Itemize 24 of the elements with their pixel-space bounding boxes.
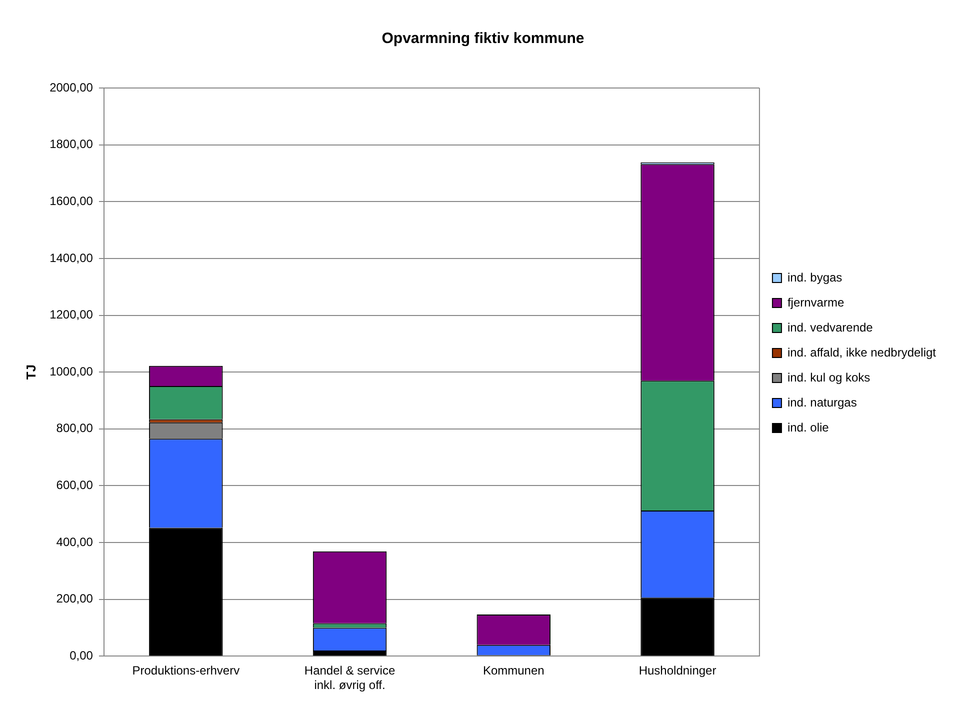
y-tick-label: 200,00 xyxy=(56,592,94,606)
legend-label: ind. olie xyxy=(787,420,830,434)
y-axis-title: TJ xyxy=(23,364,38,380)
legend-label: ind. bygas xyxy=(787,270,842,284)
legend-label: ind. affald, ikke nedbrydeligt xyxy=(787,345,937,360)
y-tick-label: 1200,00 xyxy=(50,308,94,322)
x-tick-label: Produktions-erhverv xyxy=(132,664,240,678)
y-tick-label: 800,00 xyxy=(56,421,94,436)
chart-title: Opvarmning fiktiv kommune xyxy=(382,30,584,48)
y-tick-label: 1000,00 xyxy=(50,364,94,378)
y-tick-label: 2000,00 xyxy=(50,80,94,94)
legend-label: ind. kul og koks xyxy=(787,370,870,384)
y-tick-label: 1400,00 xyxy=(50,250,94,265)
y-tick-label: 0,00 xyxy=(70,648,94,663)
x-tick-label: Handel & service inkl. øvrig off. xyxy=(304,664,396,692)
legend-label: fjernvarme xyxy=(787,295,844,310)
y-tick-label: 400,00 xyxy=(56,534,94,549)
x-tick-label: Kommunen xyxy=(482,664,544,678)
y-tick-label: 1600,00 xyxy=(50,194,94,208)
y-tick-label: 1800,00 xyxy=(50,137,94,152)
legend-label: ind. vedvarende xyxy=(787,320,874,334)
legend-label: ind. naturgas xyxy=(787,395,857,410)
x-tick-label: Husholdninger xyxy=(638,664,716,678)
y-tick-label: 600,00 xyxy=(56,478,94,492)
